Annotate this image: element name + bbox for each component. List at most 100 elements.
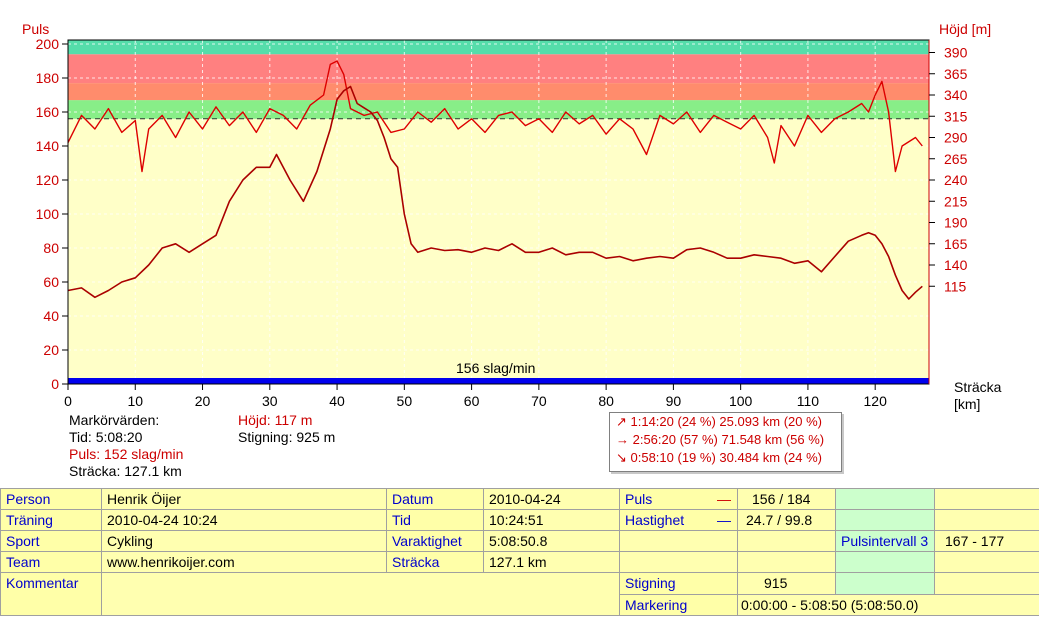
stigning-value: 915 xyxy=(737,572,836,595)
zone-band-3 xyxy=(68,54,929,84)
right-tick-label: 290 xyxy=(944,130,968,146)
x-tick-label: 50 xyxy=(397,393,413,409)
table-row: Sport Cykling Varaktighet 5:08:50.8 Puls… xyxy=(0,530,1039,552)
datum-value: 2010-04-24 xyxy=(483,488,620,510)
puls-label-text: Puls xyxy=(625,491,653,507)
x-tick-label: 90 xyxy=(666,393,682,409)
left-tick-label: 40 xyxy=(43,308,59,324)
table-row: Markering 0:00:00 - 5:08:50 (5:08:50.0) xyxy=(1,593,1039,616)
person-value: Henrik Öijer xyxy=(101,488,387,510)
x-axis-label-line2: [km] xyxy=(954,396,980,412)
kommentar-value[interactable] xyxy=(101,572,620,616)
empty-cell xyxy=(835,509,935,531)
x-tick-label: 100 xyxy=(729,393,753,409)
team-label: Team xyxy=(0,551,102,573)
marker-title: Markörvärden: xyxy=(69,412,160,428)
table-row: Person Henrik Öijer Datum 2010-04-24 Pul… xyxy=(0,488,1039,510)
x-tick-label: 20 xyxy=(195,393,211,409)
empty-cell xyxy=(835,572,935,595)
right-tick-label: 165 xyxy=(944,236,968,252)
x-tick-label: 120 xyxy=(864,393,888,409)
puls-value: 156 / 184 xyxy=(737,488,836,510)
summary-downhill: ↘ 0:58:10 (19 %) 30.484 km (24 %) xyxy=(616,450,822,465)
kommentar-label: Kommentar xyxy=(0,572,102,616)
right-axis-label: Höjd [m] xyxy=(939,21,991,37)
empty-cell xyxy=(934,551,1039,573)
x-tick-label: 70 xyxy=(531,393,547,409)
series-line-höjd xyxy=(67,85,923,300)
left-tick-label: 20 xyxy=(43,342,59,358)
pulsintervall-label: Pulsintervall 3 xyxy=(835,530,935,552)
summary-flat: → 2:56:20 (57 %) 71.548 km (56 %) xyxy=(616,432,825,447)
empty-cell xyxy=(619,551,738,573)
markering-label: Markering xyxy=(619,593,738,616)
marker-stigning: Stigning: 925 m xyxy=(238,429,336,445)
table-row: Träning 2010-04-24 10:24 Tid 10:24:51 Ha… xyxy=(0,509,1039,531)
zone-band-0 xyxy=(68,118,929,385)
empty-cell xyxy=(934,509,1039,531)
sport-value: Cykling xyxy=(101,530,387,552)
table-row: Team www.henrikoijer.com Sträcka 127.1 k… xyxy=(0,551,1039,573)
empty-cell xyxy=(619,530,738,552)
right-tick-label: 315 xyxy=(944,108,968,124)
tid-label: Tid xyxy=(386,509,484,531)
x-axis-label-line1: Sträcka xyxy=(954,379,1002,395)
hastighet-label: Hastighet — xyxy=(619,509,738,531)
right-tick-label: 140 xyxy=(944,257,968,273)
zone-band-2 xyxy=(68,83,929,101)
right-tick-label: 215 xyxy=(944,193,968,209)
datum-label: Datum xyxy=(386,488,484,510)
marker-tid: Tid: 5:08:20 xyxy=(69,429,143,445)
left-tick-label: 180 xyxy=(36,70,60,86)
traning-label: Träning xyxy=(0,509,102,531)
empty-cell xyxy=(934,488,1039,510)
right-tick-label: 340 xyxy=(944,87,968,103)
empty-cell xyxy=(835,488,935,510)
gradient-summary-box: ↗ 1:14:20 (24 %) 25.093 km (20 %) → 2:56… xyxy=(609,412,842,472)
traning-value: 2010-04-24 10:24 xyxy=(101,509,387,531)
x-axis-ticks: 0 10 20 30 40 50 60 70 80 90 100 110 120 xyxy=(64,384,887,409)
right-tick-label: 265 xyxy=(944,151,968,167)
x-tick-label: 40 xyxy=(329,393,345,409)
tid-value: 10:24:51 xyxy=(483,509,620,531)
empty-cell xyxy=(835,551,935,573)
right-tick-label: 115 xyxy=(944,278,967,294)
summary-uphill: ↗ 1:14:20 (24 %) 25.093 km (20 %) xyxy=(616,414,822,429)
x-tick-label: 30 xyxy=(262,393,278,409)
sport-label: Sport xyxy=(0,530,102,552)
empty-cell xyxy=(737,530,836,552)
pulse-zone-bands xyxy=(68,40,929,385)
x-tick-label: 110 xyxy=(797,393,820,409)
left-tick-label: 80 xyxy=(43,240,59,256)
workout-info-table: Person Henrik Öijer Datum 2010-04-24 Pul… xyxy=(0,488,1039,616)
markering-value: 0:00:00 - 5:08:50 (5:08:50.0) xyxy=(737,593,1039,616)
stigning-label: Stigning xyxy=(619,572,738,595)
series-lines xyxy=(67,60,923,300)
stracka-value: 127.1 km xyxy=(483,551,620,573)
left-tick-label: 120 xyxy=(36,172,60,188)
series-line-puls xyxy=(67,60,923,173)
hastighet-value: 24.7 / 99.8 xyxy=(737,509,836,531)
x-tick-label: 0 xyxy=(64,393,72,409)
right-axis-ticks: 115 140 165 190 215 240 265 290 315 340 365 390 xyxy=(929,45,968,294)
left-axis-label: Puls xyxy=(22,21,49,37)
hastighet-legend-dash: — xyxy=(717,512,731,528)
varaktighet-label: Varaktighet xyxy=(386,530,484,552)
person-label: Person xyxy=(0,488,102,510)
marker-hojd: Höjd: 117 m xyxy=(238,412,313,428)
stracka-label: Sträcka xyxy=(386,551,484,573)
left-tick-label: 0 xyxy=(51,376,59,392)
pulsintervall-value: 167 - 177 xyxy=(934,530,1039,552)
hastighet-label-text: Hastighet xyxy=(625,512,685,528)
x-tick-label: 60 xyxy=(464,393,480,409)
left-axis-ticks: 0 20 40 60 80 100 120 140 160 180 200 xyxy=(36,36,68,392)
x-tick-label: 80 xyxy=(598,393,614,409)
puls-legend-dash: — xyxy=(717,491,731,507)
right-tick-label: 190 xyxy=(944,215,968,231)
left-tick-label: 140 xyxy=(36,138,60,154)
right-tick-label: 365 xyxy=(944,66,968,82)
marker-stracka: Sträcka: 127.1 km xyxy=(69,463,182,479)
left-tick-label: 160 xyxy=(36,104,60,120)
empty-cell xyxy=(934,572,1039,595)
